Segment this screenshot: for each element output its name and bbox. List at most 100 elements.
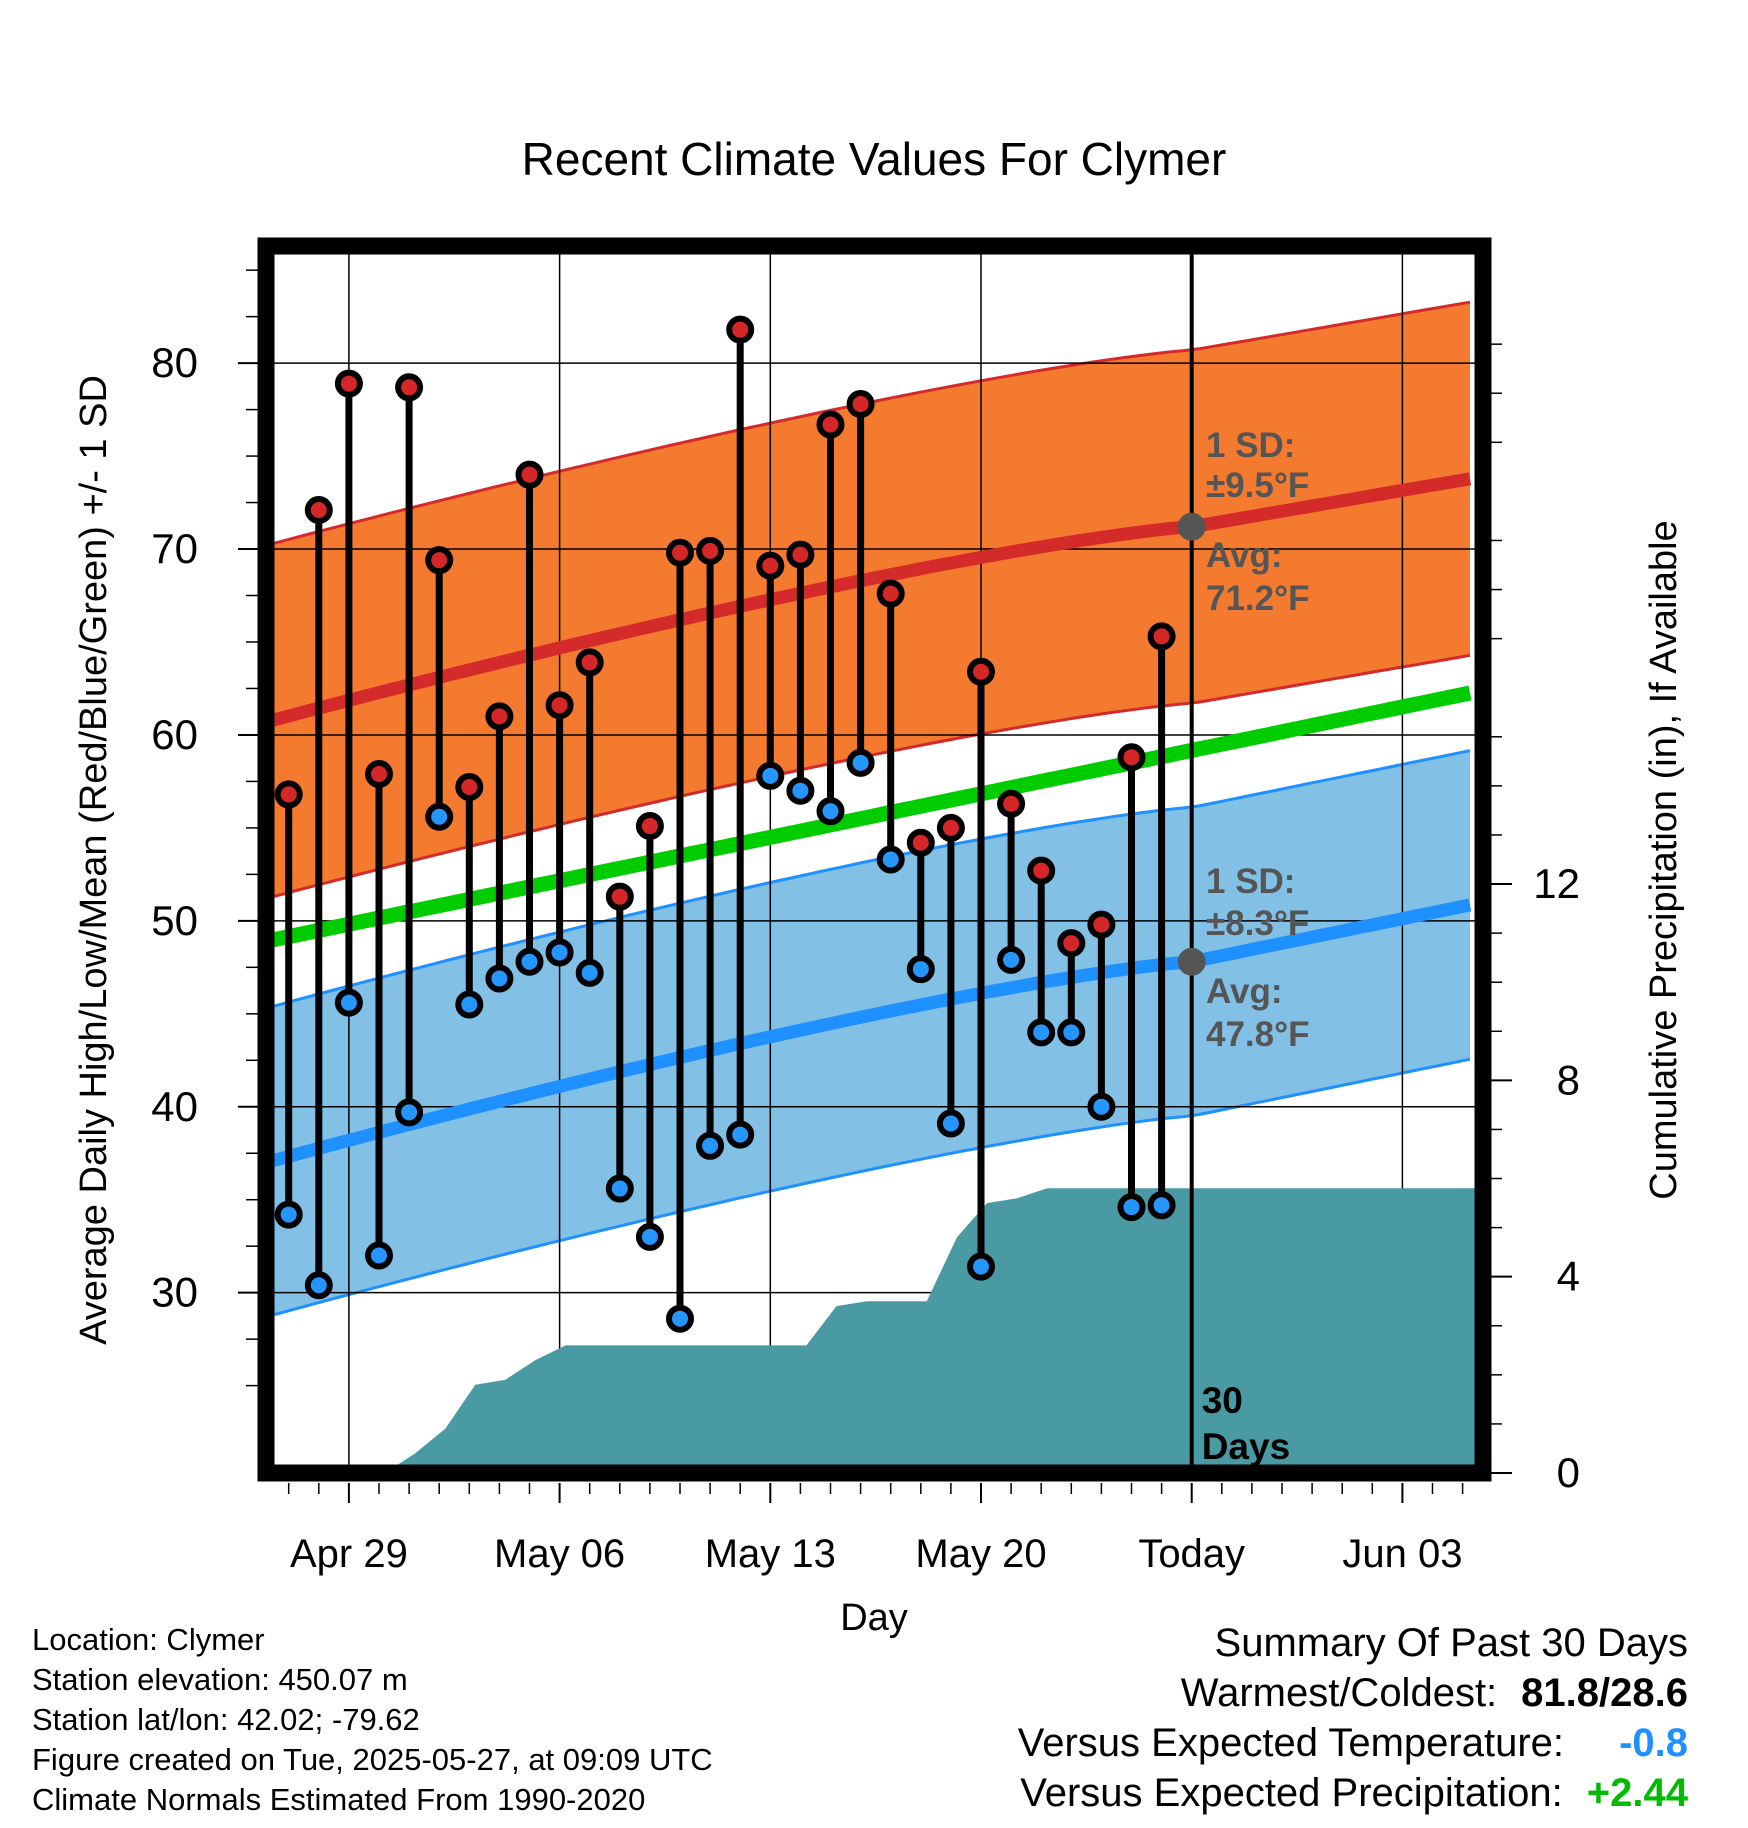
y-right-tick-label: 8 bbox=[1557, 1056, 1580, 1103]
y-left-tick-label: 70 bbox=[151, 525, 198, 572]
day-low-point bbox=[455, 990, 484, 1019]
high-avg-value: 71.2°F bbox=[1206, 579, 1310, 618]
day-low-point bbox=[365, 1241, 393, 1270]
temp-label: Versus Expected Temperature: bbox=[1017, 1721, 1564, 1765]
plot-frame bbox=[257, 237, 1492, 1482]
precip-area bbox=[385, 1188, 1483, 1473]
day-high-point bbox=[425, 546, 454, 575]
day-low-point bbox=[756, 761, 785, 790]
low-sd-band-lower-edge bbox=[265, 1057, 1471, 1319]
day-low-point bbox=[1087, 1092, 1116, 1121]
day-low-point bbox=[545, 938, 574, 967]
low-sd-band bbox=[266, 750, 1470, 1317]
day-low-point bbox=[485, 964, 514, 993]
day-high-point bbox=[274, 780, 303, 809]
day-high-point bbox=[1057, 929, 1086, 958]
day-high-point bbox=[575, 648, 604, 677]
day-low-point bbox=[906, 955, 935, 984]
day-low-point bbox=[605, 1174, 634, 1203]
summary-warm-cold: Warmest/Coldest: 81.8/28.6 bbox=[1018, 1668, 1688, 1718]
day-low-point bbox=[876, 845, 905, 874]
normals-text: Climate Normals Estimated From 1990-2020 bbox=[32, 1782, 646, 1817]
y-axis-right-label: Cumulative Precipitation (in), If Availa… bbox=[1643, 520, 1685, 1199]
low-avg-value: 47.8°F bbox=[1206, 1015, 1310, 1054]
day-low-point bbox=[395, 1098, 424, 1127]
day-high-point bbox=[726, 315, 755, 344]
x-tick-label: Jun 03 bbox=[1342, 1532, 1462, 1576]
today-marker-label: Days bbox=[1202, 1426, 1290, 1467]
day-low-point bbox=[1147, 1191, 1176, 1220]
day-low-point bbox=[515, 947, 544, 976]
day-high-point bbox=[997, 789, 1026, 818]
y-left-tick-label: 60 bbox=[151, 711, 198, 758]
day-low-point bbox=[274, 1200, 303, 1229]
y-left-tick-label: 30 bbox=[151, 1269, 198, 1316]
day-low-point bbox=[696, 1131, 725, 1160]
day-high-point bbox=[967, 657, 995, 686]
y-right-tick-label: 12 bbox=[1533, 860, 1580, 907]
y-left-tick-label: 50 bbox=[151, 897, 198, 944]
day-high-point bbox=[545, 691, 574, 720]
low-sd-label: 1 SD: bbox=[1206, 862, 1295, 901]
day-high-point bbox=[786, 540, 815, 569]
day-high-point bbox=[906, 828, 935, 857]
summary-title: Summary Of Past 30 Days bbox=[1214, 1621, 1688, 1665]
day-high-point bbox=[846, 390, 875, 419]
latlon-text: Station lat/lon: 42.02; -79.62 bbox=[32, 1702, 420, 1737]
day-high-point bbox=[455, 772, 484, 801]
warm-cold-value: 81.8/28.6 bbox=[1521, 1671, 1688, 1715]
day-low-point bbox=[334, 988, 363, 1017]
normal-high-line bbox=[264, 472, 1472, 729]
day-low-point bbox=[666, 1304, 694, 1333]
day-high-point bbox=[605, 882, 634, 911]
day-high-point bbox=[515, 460, 544, 489]
high-sd-label: 1 SD: bbox=[1206, 426, 1295, 465]
day-high-point bbox=[756, 551, 785, 580]
station-info: Location: Clymer Station elevation: 450.… bbox=[32, 1620, 713, 1820]
day-high-point bbox=[485, 702, 514, 731]
chart-title: Recent Climate Values For Clymer bbox=[522, 133, 1227, 185]
day-high-point bbox=[1027, 856, 1056, 885]
y-right-tick-label: 0 bbox=[1557, 1449, 1580, 1496]
today-marker-label: 30 bbox=[1202, 1380, 1243, 1421]
y-right-tick-label: 4 bbox=[1557, 1253, 1580, 1300]
x-axis-label: Day bbox=[840, 1597, 908, 1639]
day-low-point bbox=[575, 958, 604, 987]
x-tick-label: Apr 29 bbox=[290, 1532, 408, 1576]
y-axis-left-label: Average Daily High/Low/Mean (Red/Blue/Gr… bbox=[73, 375, 115, 1345]
day-high-point bbox=[936, 813, 965, 842]
x-tick-label: May 06 bbox=[494, 1532, 625, 1576]
day-high-point bbox=[365, 759, 393, 788]
precip-label: Versus Expected Precipitation: bbox=[1020, 1771, 1563, 1815]
day-high-point bbox=[635, 812, 664, 841]
normal-low-line bbox=[264, 898, 1472, 1169]
elevation-text: Station elevation: 450.07 m bbox=[32, 1662, 408, 1697]
day-high-point bbox=[696, 536, 725, 565]
day-high-point bbox=[304, 495, 333, 524]
day-low-point bbox=[726, 1120, 755, 1149]
y-left-tick-label: 80 bbox=[151, 339, 198, 386]
created-text: Figure created on Tue, 2025-05-27, at 09… bbox=[32, 1742, 713, 1777]
day-high-point bbox=[666, 538, 694, 567]
day-high-point bbox=[876, 579, 905, 608]
day-low-point bbox=[1057, 1018, 1086, 1047]
location-text: Location: Clymer bbox=[32, 1622, 265, 1657]
today-low-avg-dot bbox=[1177, 947, 1206, 976]
day-low-point bbox=[936, 1109, 965, 1138]
low-sd-value: ±8.3°F bbox=[1206, 904, 1309, 943]
day-low-point bbox=[997, 945, 1026, 974]
day-low-point bbox=[786, 776, 815, 805]
high-sd-value: ±9.5°F bbox=[1206, 466, 1309, 505]
day-low-point bbox=[967, 1252, 995, 1281]
day-high-point bbox=[1117, 743, 1146, 772]
today-high-avg-dot bbox=[1177, 512, 1206, 541]
day-high-point bbox=[816, 410, 845, 439]
day-high-point bbox=[334, 369, 363, 398]
day-low-point bbox=[1027, 1018, 1056, 1047]
day-high-point bbox=[1147, 622, 1176, 651]
high-sd-band bbox=[266, 302, 1470, 899]
day-low-point bbox=[846, 748, 875, 777]
summary-precip: Versus Expected Precipitation: +2.44 bbox=[1018, 1768, 1688, 1818]
day-low-point bbox=[635, 1222, 664, 1251]
